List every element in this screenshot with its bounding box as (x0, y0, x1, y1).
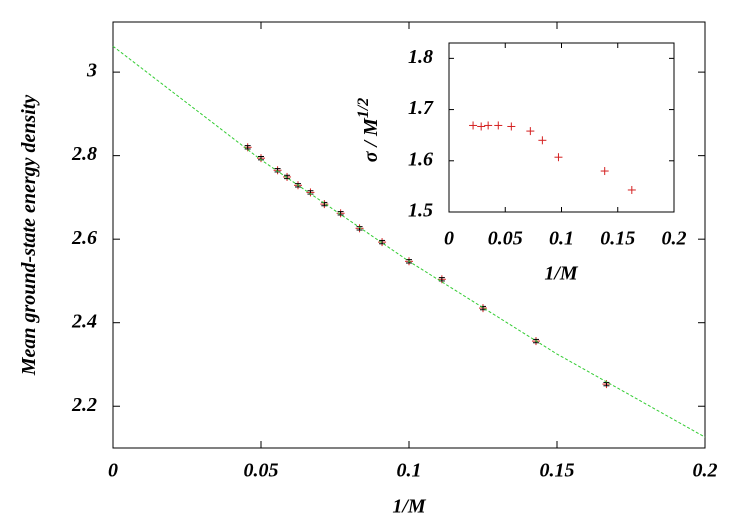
y-axis-label: σ / M1/2 (355, 98, 382, 163)
data-point (526, 127, 535, 136)
data-point (507, 122, 516, 131)
data-point (477, 122, 486, 131)
y-tick-label: 1.7 (408, 97, 434, 119)
x-tick-label: 0 (444, 228, 454, 250)
x-tick-label: 0 (108, 460, 118, 482)
y-axis-label-text: Mean ground-state energy density (18, 95, 40, 377)
data-point (554, 153, 563, 162)
data-point (600, 167, 609, 176)
x-tick-label: 0.2 (693, 460, 718, 482)
x-tick-label: 0.2 (662, 228, 687, 250)
x-tick-label: 0.05 (488, 228, 523, 250)
y-tick-label: 2.4 (71, 310, 97, 332)
x-tick-label: 0.15 (600, 228, 635, 250)
data-point (469, 121, 478, 130)
data-point (494, 121, 503, 130)
y-tick-label: 1.8 (408, 46, 433, 68)
y-axis-label: Mean ground-state energy density (18, 95, 40, 377)
data-point (484, 121, 493, 130)
y-axis-label-superscript: 1/2 (355, 98, 372, 118)
fit-line (112, 45, 706, 438)
x-tick-label: 0.05 (244, 460, 279, 482)
x-axis-label: 1/M (392, 496, 427, 518)
error-bar (244, 145, 251, 150)
error-bar (603, 381, 610, 387)
y-tick-label: 1.6 (408, 148, 433, 170)
x-tick-label: 0.1 (397, 460, 422, 482)
y-tick-label: 2.2 (71, 394, 97, 416)
error-bar (337, 211, 344, 216)
x-tick-label: 0.15 (540, 460, 575, 482)
x-tick-label: 0.1 (549, 228, 574, 250)
data-point (538, 136, 547, 145)
y-tick-label: 3 (86, 60, 97, 82)
y-tick-label: 2.6 (71, 227, 97, 249)
y-tick-label: 1.5 (408, 200, 433, 222)
y-tick-label: 2.8 (71, 143, 97, 165)
data-point (627, 185, 636, 194)
x-axis-label: 1/M (544, 263, 579, 285)
y-axis-label-text: σ / M (360, 117, 382, 162)
